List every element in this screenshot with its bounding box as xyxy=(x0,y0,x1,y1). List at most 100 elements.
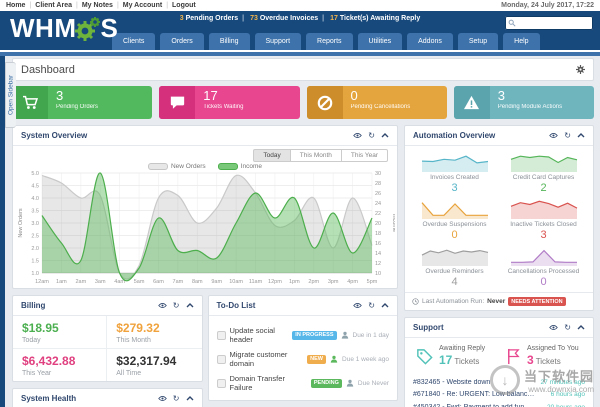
svg-text:1am: 1am xyxy=(56,279,67,285)
svg-text:1.0: 1.0 xyxy=(31,271,39,277)
chart-range-buttons: Today This Month This Year xyxy=(17,149,393,162)
notif-overdue-invoices[interactable]: 73 Overdue Invoices xyxy=(250,15,328,22)
svg-text:22: 22 xyxy=(375,211,381,217)
chat-icon xyxy=(169,95,186,110)
stat-pending-module-actions[interactable]: 3Pending Module Actions xyxy=(454,86,594,119)
dashboard-settings-gear-icon[interactable] xyxy=(576,65,585,74)
range-today-button[interactable]: Today xyxy=(253,149,290,162)
automation-card-cancellations-processed: Cancellations Processed 0 xyxy=(502,245,585,288)
billing-this-year-cell: $6,432.88This Year xyxy=(13,349,107,381)
panel-title: System Overview xyxy=(21,131,87,140)
tab-billing[interactable]: Billing xyxy=(209,33,250,50)
panel-support: Support ↻ Awaiting Reply 17Tickets xyxy=(404,317,594,407)
assigned-to-you-summary[interactable]: Assigned To You 3Tickets xyxy=(499,345,589,367)
tab-reports[interactable]: Reports xyxy=(306,33,353,50)
stat-value: 17 xyxy=(203,89,299,103)
link-client-area[interactable]: Client Area xyxy=(35,2,82,9)
stat-pending-cancellations[interactable]: 0Pending Cancellations xyxy=(307,86,447,119)
tab-utilities[interactable]: Utilities xyxy=(358,33,403,50)
ticket-list: #832465 - Website down27 minutes ago #67… xyxy=(405,372,593,407)
tab-addons[interactable]: Addons xyxy=(407,33,453,50)
svg-text:5.0: 5.0 xyxy=(31,171,39,177)
svg-text:5pm: 5pm xyxy=(367,279,378,285)
clock-icon xyxy=(412,298,419,305)
todo-checkbox[interactable] xyxy=(217,379,226,388)
todo-checkbox[interactable] xyxy=(217,355,226,364)
tab-support[interactable]: Support xyxy=(255,33,302,50)
ticket-row[interactable]: #671840 - Re: URGENT: Low balance in you… xyxy=(413,391,585,398)
chevron-up-icon[interactable] xyxy=(381,303,389,308)
ticket-row[interactable]: #832465 - Website down27 minutes ago xyxy=(413,379,585,386)
svg-text:30: 30 xyxy=(375,171,381,177)
refresh-icon[interactable]: ↻ xyxy=(173,302,180,310)
hide-panel-eye-icon[interactable] xyxy=(353,302,362,309)
hide-panel-eye-icon[interactable] xyxy=(158,395,167,402)
hide-panel-eye-icon[interactable] xyxy=(549,324,558,331)
range-this-year-button[interactable]: This Year xyxy=(341,149,388,162)
chevron-up-icon[interactable] xyxy=(381,133,389,138)
whmcs-logo[interactable]: WHM S xyxy=(10,13,118,44)
utility-bar: Home Client Area My Notes My Account Log… xyxy=(0,0,600,11)
svg-text:1pm: 1pm xyxy=(289,279,300,285)
todo-due-label: Due Never xyxy=(358,380,389,387)
refresh-icon[interactable]: ↻ xyxy=(564,132,571,140)
refresh-icon[interactable]: ↻ xyxy=(368,132,375,140)
link-my-account[interactable]: My Account xyxy=(123,2,172,9)
cart-icon xyxy=(22,95,39,110)
notif-pending-orders[interactable]: 3 Pending Orders xyxy=(180,15,248,22)
logo-text-whm: WHM xyxy=(10,13,76,44)
hide-panel-eye-icon[interactable] xyxy=(353,132,362,139)
datetime-label: Monday, 24 July 2017, 17:22 xyxy=(501,2,594,9)
automation-last-run-value: Never xyxy=(487,298,505,305)
svg-text:10am: 10am xyxy=(229,279,243,285)
panel-title: System Health xyxy=(21,394,76,403)
tab-help[interactable]: Help xyxy=(503,33,539,50)
svg-text:8am: 8am xyxy=(192,279,203,285)
stat-pending-orders[interactable]: 3Pending Orders xyxy=(12,86,152,119)
assignee-person-icon xyxy=(346,379,354,387)
svg-text:24: 24 xyxy=(375,201,381,207)
link-my-notes[interactable]: My Notes xyxy=(82,2,123,9)
needs-attention-badge[interactable]: NEEDS ATTENTION xyxy=(508,297,565,306)
stat-tickets-waiting[interactable]: 17Tickets Waiting xyxy=(159,86,299,119)
todo-status-badge: PENDING xyxy=(311,379,342,388)
refresh-icon[interactable]: ↻ xyxy=(564,324,571,332)
tab-orders[interactable]: Orders xyxy=(160,33,203,50)
awaiting-reply-summary[interactable]: Awaiting Reply 17Tickets xyxy=(409,345,499,367)
todo-text: Migrate customer domain xyxy=(230,350,304,368)
svg-text:9am: 9am xyxy=(211,279,222,285)
link-logout[interactable]: Logout xyxy=(172,2,196,9)
billing-this-month-cell: $279.32This Month xyxy=(107,316,201,349)
ticket-row[interactable]: #450342 - Fwd: Payment to add funds to R… xyxy=(413,404,585,407)
billing-today-cell: $18.95Today xyxy=(13,316,107,349)
todo-checkbox[interactable] xyxy=(217,331,226,340)
notif-tickets-awaiting[interactable]: 17 Ticket(s) Awaiting Reply xyxy=(330,15,420,22)
open-sidebar-tab[interactable]: Open Sidebar xyxy=(5,62,16,128)
chevron-up-icon[interactable] xyxy=(577,325,585,330)
search-input[interactable] xyxy=(516,20,590,27)
refresh-icon[interactable]: ↻ xyxy=(173,395,180,403)
panel-title: Support xyxy=(413,323,444,332)
svg-text:4pm: 4pm xyxy=(347,279,358,285)
panel-title: Billing xyxy=(21,301,45,310)
chevron-up-icon[interactable] xyxy=(186,303,194,308)
hide-panel-eye-icon[interactable] xyxy=(549,132,558,139)
automation-footer: Last Automation Run: Never NEEDS ATTENTI… xyxy=(405,292,593,310)
svg-text:12am: 12am xyxy=(35,279,49,285)
chevron-up-icon[interactable] xyxy=(186,396,194,401)
chevron-up-icon[interactable] xyxy=(577,133,585,138)
stat-label: Pending Orders xyxy=(56,104,152,110)
range-this-month-button[interactable]: This Month xyxy=(290,149,342,162)
refresh-icon[interactable]: ↻ xyxy=(368,302,375,310)
tab-setup[interactable]: Setup xyxy=(458,33,498,50)
panel-system-overview: System Overview ↻ Today This Month This … xyxy=(12,125,398,289)
link-home[interactable]: Home xyxy=(6,2,35,9)
stat-value: 0 xyxy=(351,89,447,103)
svg-text:3am: 3am xyxy=(95,279,106,285)
system-overview-chart[interactable]: 12am1am2am3am4am5am6am7am8am9am10am11am1… xyxy=(17,170,395,286)
hide-panel-eye-icon[interactable] xyxy=(158,302,167,309)
tab-clients[interactable]: Clients xyxy=(112,33,155,50)
todo-item: Migrate customer domain NEW Due 1 week a… xyxy=(217,350,390,368)
svg-text:20: 20 xyxy=(375,221,381,227)
stat-value: 3 xyxy=(56,89,152,103)
